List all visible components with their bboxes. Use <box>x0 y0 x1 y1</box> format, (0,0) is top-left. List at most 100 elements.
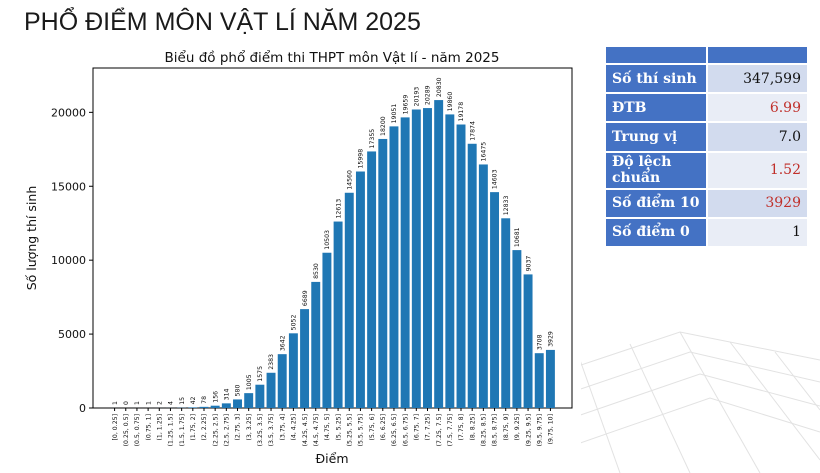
bar-value-label: 8530 <box>313 263 320 279</box>
bar-value-label: 1 <box>134 401 141 405</box>
y-tick-label: 0 <box>79 402 86 415</box>
bar-value-label: 2383 <box>268 354 275 370</box>
y-axis-ticks: 0 5000 10000 15000 20000 <box>51 106 93 415</box>
x-tick-label: (5.25, 5.5] <box>346 414 353 446</box>
stats-label: Trung vị <box>606 123 706 151</box>
decorative-floor-grid <box>560 331 820 473</box>
bar-value-label: 3929 <box>548 331 555 347</box>
stats-row: ĐTB 6.99 <box>606 94 807 122</box>
bar <box>423 108 432 408</box>
bar <box>400 117 410 408</box>
bar-value-label: 19051 <box>391 104 398 124</box>
bar-value-label: 156 <box>212 391 219 403</box>
x-tick-label: (3.75, 4] <box>279 414 286 440</box>
bar <box>411 109 421 408</box>
stats-header-cell <box>707 47 807 63</box>
x-tick-label: (7, 7.25] <box>425 414 432 440</box>
bar <box>467 143 477 409</box>
stats-label: ĐTB <box>606 94 706 122</box>
x-tick-label: (4, 4.25] <box>291 414 298 440</box>
bar-value-label: 14560 <box>346 170 353 190</box>
bar-value-label: 1575 <box>257 366 264 382</box>
bar-value-label: 1 <box>145 401 152 405</box>
bar <box>333 221 343 408</box>
bar <box>221 403 231 408</box>
x-tick-label: (1.25, 1.5] <box>168 414 175 446</box>
stats-label: Độ lệch chuẩn <box>606 152 706 188</box>
stats-value: 3929 <box>707 189 807 217</box>
bar <box>244 393 254 408</box>
bar-value-label: 0 <box>123 401 130 405</box>
x-tick-label: (4.5, 4.75] <box>313 414 320 446</box>
bar-value-label: 10681 <box>514 227 521 247</box>
bar <box>512 250 522 408</box>
bar-value-label: 15998 <box>358 149 365 169</box>
x-axis-ticks: [0, 0.25] (0.25, 0.5] (0.5, 0.75] (0.75, 1]… <box>112 408 555 446</box>
bar-value-label: 12833 <box>503 196 510 216</box>
bar-value-label: 2 <box>156 401 163 405</box>
bar <box>545 349 555 408</box>
bar <box>233 399 242 408</box>
bar <box>311 281 321 408</box>
bar-value-label: 18200 <box>380 116 387 136</box>
x-tick-label: [0, 0.25] <box>112 414 119 440</box>
bar-value-label: 20830 <box>436 77 443 97</box>
x-tick-label: (3, 3.25] <box>246 414 253 440</box>
bar-value-label: 1 <box>112 401 119 405</box>
bar <box>300 309 310 408</box>
bar-value-label: 42 <box>190 396 197 404</box>
bar <box>322 252 332 408</box>
stats-value: 347,599 <box>707 65 807 93</box>
x-tick-label: (8.5, 8.75] <box>492 414 499 446</box>
x-axis-label: Điểm <box>315 451 348 466</box>
y-tick-label: 5000 <box>58 328 86 341</box>
x-tick-label: (0.5, 0.75] <box>134 414 141 446</box>
x-tick-label: (3.5, 3.75] <box>268 414 275 446</box>
stats-value: 1.52 <box>707 152 807 188</box>
stats-header-cell <box>606 47 706 63</box>
bar <box>523 274 533 408</box>
bar <box>367 151 377 408</box>
bar <box>478 164 488 408</box>
bar-value-label: 19178 <box>458 102 465 122</box>
x-tick-label: (6.5, 6.75] <box>402 414 409 446</box>
bar <box>277 354 287 408</box>
x-tick-label: (5.5, 5.75] <box>358 414 365 446</box>
bar-value-label: 12613 <box>335 199 342 219</box>
bar-value-label: 16475 <box>481 142 488 162</box>
x-tick-label: (2.5, 2.75] <box>224 414 231 446</box>
bar <box>266 372 276 408</box>
x-tick-label: (6.25, 6.5] <box>391 414 398 446</box>
bar <box>210 405 220 408</box>
x-tick-label: (4.75, 5] <box>324 414 331 440</box>
x-tick-label: (9, 9.25] <box>514 414 521 440</box>
bar-value-label: 9037 <box>525 256 532 272</box>
bar-value-label: 17355 <box>369 129 376 149</box>
stats-header-row <box>606 47 807 63</box>
bar-value-label: 15 <box>179 397 186 405</box>
bar-value-label: 20289 <box>425 85 432 105</box>
y-tick-label: 20000 <box>51 106 86 119</box>
bar-value-label: 19860 <box>447 92 454 112</box>
x-tick-label: (9.5, 9.75] <box>536 414 543 446</box>
x-tick-label: (1, 1.25] <box>156 414 163 440</box>
bar-value-label: 580 <box>235 385 242 397</box>
bar-value-label: 6689 <box>302 290 309 306</box>
bar-value-label: 1005 <box>246 374 253 390</box>
x-tick-label: (1.75, 2] <box>190 414 197 440</box>
x-tick-label: (3.25, 3.5] <box>257 414 264 446</box>
bar-value-label: 314 <box>224 388 231 400</box>
x-tick-label: (7.75, 8] <box>458 414 465 440</box>
score-distribution-chart: Biểu đồ phổ điểm thi THPT môn Vật lí - n… <box>19 40 581 473</box>
stats-value: 6.99 <box>707 94 807 122</box>
bar-value-label: 20193 <box>414 87 421 107</box>
x-tick-label: (4.25, 4.5] <box>302 414 309 446</box>
stats-row: Trung vị 7.0 <box>606 123 807 151</box>
x-tick-label: (0.75, 1] <box>145 414 152 440</box>
bar-value-label: 4 <box>168 401 175 405</box>
x-tick-label: (7.5, 7.75] <box>447 414 454 446</box>
bar <box>378 138 388 408</box>
x-tick-label: (6, 6.25] <box>380 414 387 440</box>
stats-row: Số điểm 10 3929 <box>606 189 807 217</box>
x-tick-label: (5, 5.25] <box>335 414 342 440</box>
